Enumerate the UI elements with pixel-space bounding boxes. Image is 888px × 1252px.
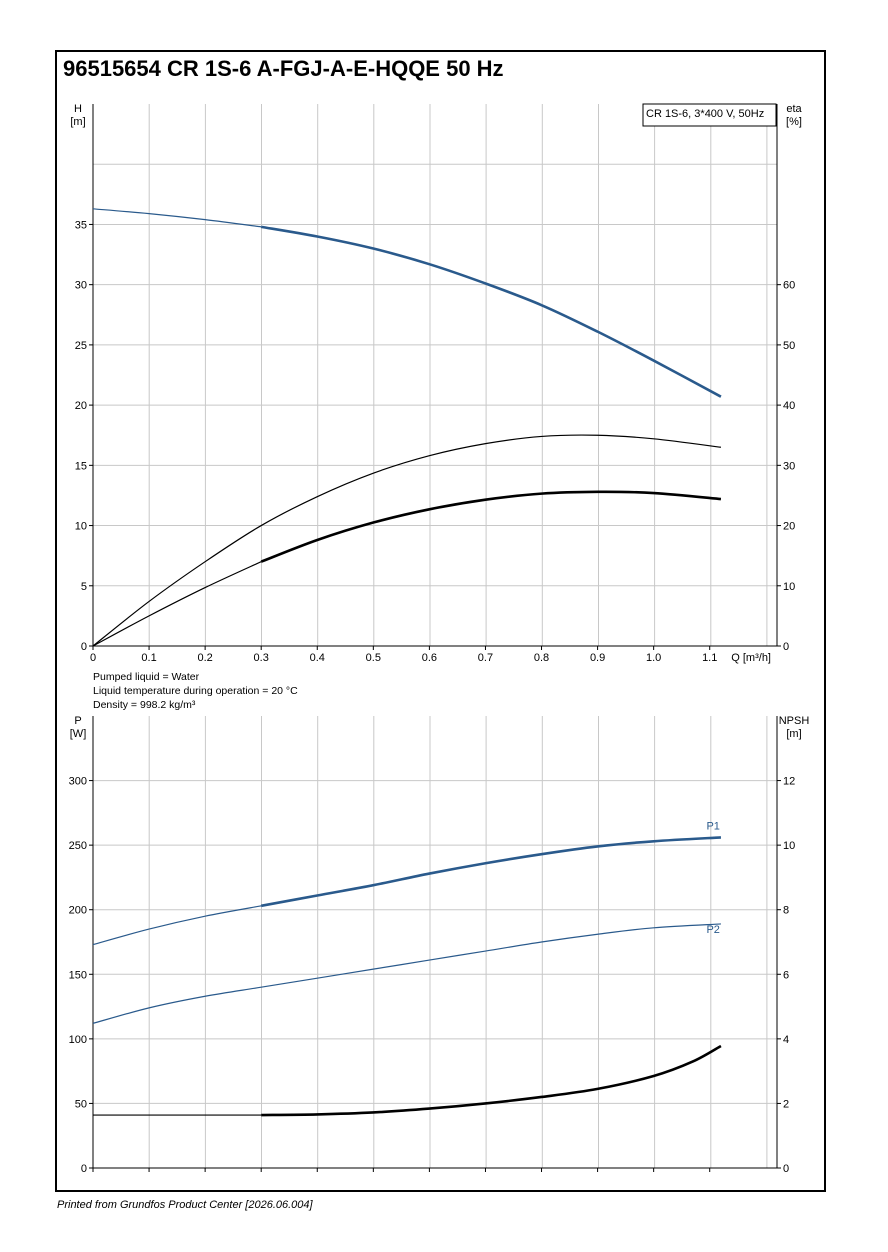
x-tick-label: 0: [90, 652, 96, 664]
y-right-axis-title: NPSH: [779, 715, 810, 727]
y-left-axis-unit: [m]: [70, 116, 85, 128]
head-efficiency-chart: 0 5 10 15 20 25 30 35 0 10 20 30 40 50 60 H[m] eta[%] 0 0.…: [70, 103, 802, 664]
x-tick-label: 0.4: [310, 652, 325, 664]
p1-line-thick: [260, 836, 722, 908]
y-right-tick-label: 0: [783, 1163, 789, 1175]
y-left-tick-label: 15: [75, 460, 87, 472]
y-right-tick-label: 6: [783, 969, 789, 981]
y-left-tick-label: 5: [81, 581, 87, 593]
y-left-tick-label: 250: [69, 840, 87, 852]
power-npsh-chart: 0 50 100 150 200 250 300 0 2 4 6 8 10 12 P[W] NPSH[m] P1…: [69, 715, 810, 1175]
x-tick-label: 1.0: [646, 652, 661, 664]
y-right-tick-label: 0: [783, 641, 789, 653]
p1-line-thin: [92, 905, 262, 946]
x-tick-label: 0.3: [254, 652, 269, 664]
series-2-line-thin: [92, 434, 722, 647]
y-right-axis-unit: [%]: [786, 116, 802, 128]
series-label-p2: P2: [706, 924, 719, 936]
y-left-tick-label: 300: [69, 776, 87, 788]
legend-box-label: CR 1S-6, 3*400 V, 50Hz: [646, 108, 764, 120]
y-right-tick-label: 8: [783, 905, 789, 917]
y-right-tick-label: 10: [783, 840, 795, 852]
series-1-line-thick: [260, 225, 722, 398]
legend-box: [642, 103, 777, 127]
note-density: Density = 998.2 kg/m³: [93, 699, 196, 711]
x-tick-label: 0.9: [590, 652, 605, 664]
series-label-p1: P1: [706, 820, 719, 832]
y-left-tick-label: 50: [75, 1098, 87, 1110]
y-right-tick-label: 10: [783, 581, 795, 593]
x-tick-label: 1.1: [702, 652, 717, 664]
series-3-line-thick: [260, 490, 722, 563]
page-title: 96515654 CR 1S-6 A-FGJ-A-E-HQQE 50 Hz: [63, 56, 504, 81]
y-right-tick-label: 50: [783, 340, 795, 352]
y-left-tick-label: 10: [75, 521, 87, 533]
x-tick-label: 0.5: [366, 652, 381, 664]
series-1-line-thin: [92, 208, 262, 228]
y-right-tick-label: 40: [783, 400, 795, 412]
y-right-tick-label: 30: [783, 460, 795, 472]
y-left-axis-title: P: [74, 715, 81, 727]
y-right-tick-label: 60: [783, 280, 795, 292]
note-liquid-temperature: Liquid temperature during operation = 20…: [93, 685, 298, 697]
y-right-tick-label: 4: [783, 1034, 789, 1046]
y-left-tick-label: 0: [81, 1163, 87, 1175]
y-right-tick-label: 2: [783, 1098, 789, 1110]
x-axis-title: Q [m³/h]: [731, 652, 771, 664]
x-tick-label: 0.6: [422, 652, 437, 664]
series-3-line-thick: [261, 1044, 722, 1117]
y-left-tick-label: 100: [69, 1034, 87, 1046]
y-right-tick-label: 12: [783, 776, 795, 788]
x-tick-label: 0.2: [197, 652, 212, 664]
note-pumped-liquid: Pumped liquid = Water: [93, 671, 200, 683]
y-right-axis-unit: [m]: [786, 728, 801, 740]
y-left-tick-label: 30: [75, 280, 87, 292]
y-left-axis-unit: [W]: [70, 728, 87, 740]
y-left-tick-label: 0: [81, 641, 87, 653]
series-3-line-thin: [92, 561, 262, 647]
y-left-tick-label: 150: [69, 969, 87, 981]
y-left-tick-label: 200: [69, 905, 87, 917]
x-tick-label: 0.8: [534, 652, 549, 664]
footer-printed-from: Printed from Grundfos Product Center [20…: [57, 1199, 313, 1211]
x-tick-label: 0.7: [478, 652, 493, 664]
y-right-tick-label: 20: [783, 521, 795, 533]
y-left-tick-label: 35: [75, 219, 87, 231]
y-right-axis-title: eta: [786, 103, 802, 115]
y-left-axis-title: H: [74, 103, 82, 115]
y-left-tick-label: 25: [75, 340, 87, 352]
page-frame: [55, 50, 826, 1192]
p2-line-thin: [92, 923, 721, 1024]
x-tick-label: 0.1: [141, 652, 156, 664]
y-left-tick-label: 20: [75, 400, 87, 412]
